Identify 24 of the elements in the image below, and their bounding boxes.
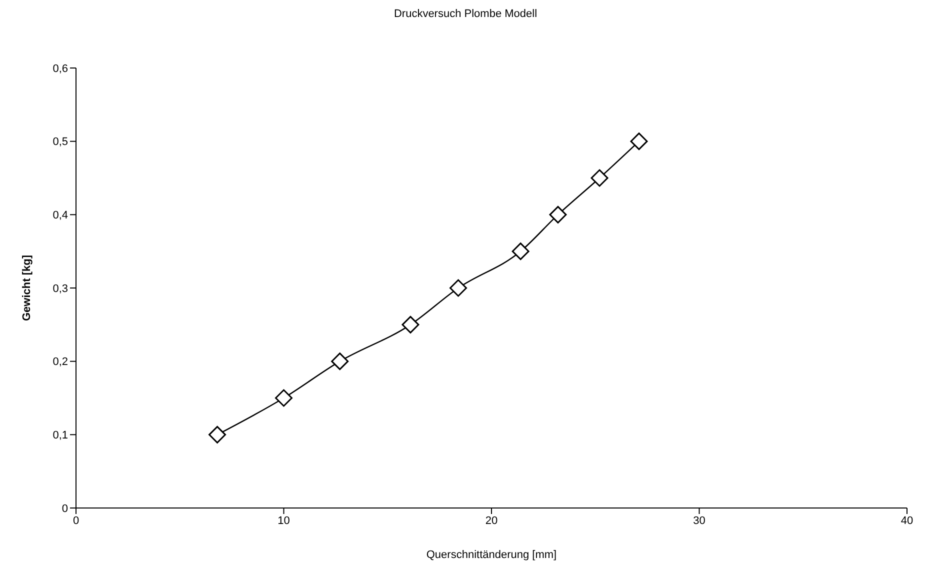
y-tick-label: 0,4 bbox=[52, 210, 68, 222]
x-tick-label: 40 bbox=[900, 514, 914, 527]
y-tick-label: 0,1 bbox=[52, 430, 68, 442]
point bbox=[512, 242, 530, 260]
point bbox=[450, 279, 468, 297]
y-tick-label: 0 bbox=[62, 502, 68, 515]
y-axis-title: Gewicht [kg] bbox=[20, 254, 33, 322]
chart-title: Druckversuch Plombe Modell bbox=[392, 8, 538, 22]
x-tick-label: 0 bbox=[72, 514, 80, 527]
x-axis-title: Querschnittänderung [mm] bbox=[426, 549, 557, 561]
point bbox=[208, 426, 226, 444]
point bbox=[590, 169, 608, 187]
point bbox=[630, 132, 648, 150]
x-tick-label: 20 bbox=[485, 514, 498, 527]
x-tick-label: 30 bbox=[693, 514, 706, 527]
y-tick-label: 0,2 bbox=[52, 356, 68, 368]
y-tick-label: 0,3 bbox=[52, 282, 68, 295]
y-tick-label: 0,6 bbox=[52, 62, 68, 75]
point bbox=[275, 389, 292, 407]
point bbox=[402, 316, 420, 334]
x-tick-label: 10 bbox=[278, 514, 290, 527]
y-tick-label: 0,5 bbox=[52, 136, 68, 148]
point bbox=[331, 352, 349, 370]
point bbox=[549, 206, 567, 224]
